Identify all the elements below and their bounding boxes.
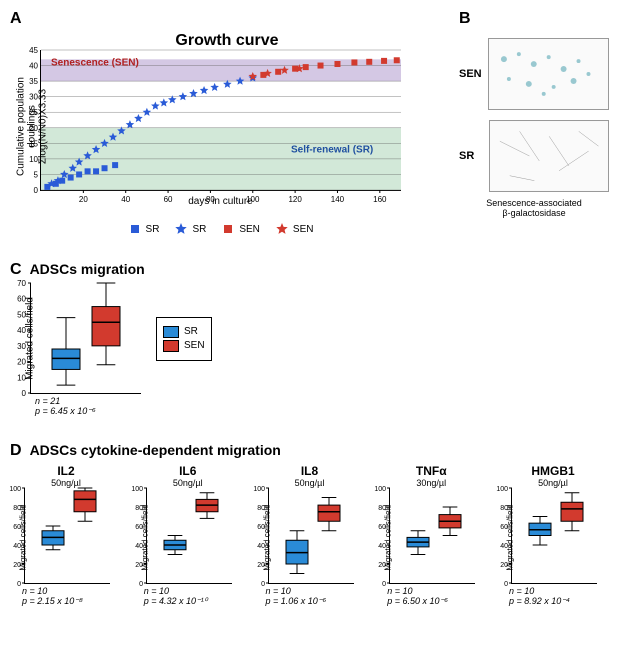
- panel-c-boxplot: 010203040506070: [30, 283, 141, 394]
- panel-b-label: B: [459, 10, 609, 28]
- panel-a-legend: SRSRSENSEN: [40, 222, 401, 236]
- panel-c-label: C: [10, 261, 22, 279]
- panel-b-sen-tag: SEN: [459, 68, 482, 80]
- svg-text:20: 20: [79, 195, 88, 204]
- panel-a-label: A: [10, 10, 444, 28]
- svg-text:Senescence (SEN): Senescence (SEN): [51, 58, 139, 69]
- panel-a-xlabel: days in culture: [40, 196, 401, 207]
- cytokine-tnfα: TNFα30ng/µlMigrated cells/field020406080…: [375, 464, 487, 607]
- panel-c-title: ADSCs migration: [30, 261, 145, 277]
- cytokine-il6: IL650ng/µlMigrated cells/field0204060801…: [132, 464, 244, 607]
- panel-d-label: D: [10, 442, 22, 460]
- sen-image: [488, 38, 609, 110]
- svg-text:40: 40: [121, 195, 130, 204]
- panel-c-n: n = 21: [35, 396, 609, 406]
- cytokine-il8: IL850ng/µlMigrated cells/field0204060801…: [254, 464, 366, 607]
- sr-image: [489, 120, 609, 192]
- panel-a-ylabel: Cumulative population doublings Σlog(N/N…: [16, 67, 49, 187]
- panel-b-caption: Senescence-associated β-galactosidase: [459, 198, 609, 218]
- cytokine-il2: IL250ng/µlMigrated cells/field0204060801…: [10, 464, 122, 607]
- panel-b-sr-tag: SR: [459, 150, 483, 162]
- svg-text:60: 60: [164, 195, 173, 204]
- panel-c-legend: SRSEN: [156, 317, 212, 361]
- svg-text:140: 140: [331, 195, 345, 204]
- panel-c-p: p = 6.45 x 10⁻⁶: [35, 406, 609, 417]
- svg-text:120: 120: [288, 195, 302, 204]
- growth-curve-chart: 05101520253035404520406080100120140160Se…: [40, 50, 401, 191]
- growth-curve-title: Growth curve: [10, 32, 444, 50]
- panel-c-ylabel: Migrated cells/field: [25, 289, 36, 389]
- panel-d-title: ADSCs cytokine-dependent migration: [30, 442, 281, 458]
- svg-text:160: 160: [373, 195, 387, 204]
- cytokine-row: IL250ng/µlMigrated cells/field0204060801…: [10, 464, 609, 607]
- cytokine-hmgb1: HMGB150ng/µlMigrated cells/field02040608…: [497, 464, 609, 607]
- svg-text:Self-renewal (SR): Self-renewal (SR): [291, 145, 373, 156]
